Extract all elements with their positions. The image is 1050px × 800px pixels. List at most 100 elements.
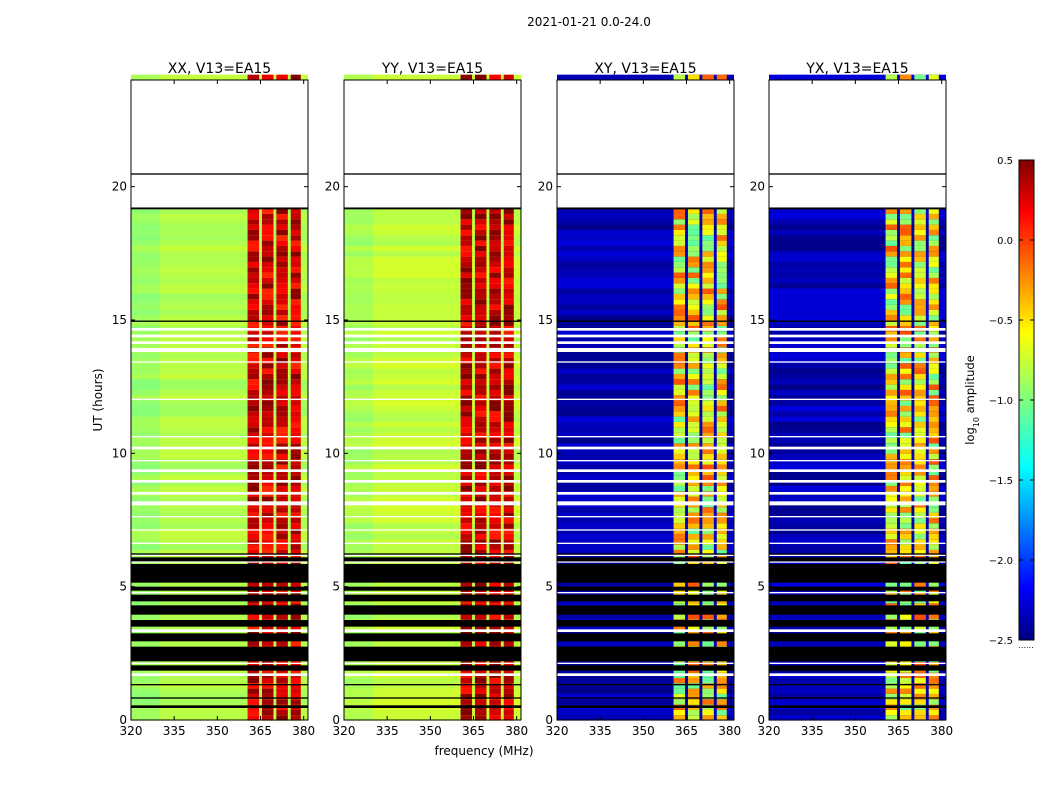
rfi-cell (474, 426, 487, 433)
rfi-cell (460, 544, 473, 550)
rfi-cell (885, 277, 898, 284)
rfi-cell (914, 533, 926, 540)
rfi-cell (702, 538, 714, 545)
rfi-cell (247, 373, 260, 380)
rfi-cell (673, 330, 686, 337)
heat-row (557, 309, 734, 316)
data-gap (769, 348, 946, 352)
heat-row (344, 234, 521, 241)
rfi-cell (899, 330, 912, 337)
rfi-cell (460, 506, 473, 513)
rfi-cell (702, 224, 714, 230)
data-gap-large (769, 80, 946, 208)
heat-row (769, 272, 946, 278)
flagged-band (557, 633, 734, 642)
heat-row (344, 389, 521, 396)
rfi-cell (687, 528, 700, 534)
rfi-cell (899, 261, 912, 268)
rfi-cell (885, 74, 898, 81)
rfi-cell (885, 709, 898, 716)
heat-row (131, 368, 308, 374)
rfi-cell (716, 677, 727, 684)
rfi-cell (899, 464, 912, 470)
rfi-cell (914, 458, 926, 465)
heat-edge (131, 560, 160, 566)
heat-edge (344, 218, 373, 225)
rfi-cell (261, 464, 274, 470)
rfi-cell (261, 480, 274, 486)
rfi-cell (687, 320, 700, 326)
heat-row (769, 378, 946, 385)
rfi-cell (687, 304, 700, 310)
rfi-cell (276, 293, 288, 300)
rfi-cell (503, 229, 514, 236)
rfi-cell (716, 394, 727, 401)
rfi-cell (928, 384, 939, 390)
rfi-cell (899, 693, 912, 700)
heat-row (344, 362, 521, 369)
heat-row (769, 661, 946, 668)
flagged-band (769, 605, 946, 615)
rfi-cell (290, 288, 301, 294)
rfi-cell (247, 714, 260, 721)
rfi-cell (247, 640, 260, 646)
rfi-cell (673, 373, 686, 380)
data-gap (557, 460, 734, 462)
heat-row (769, 698, 946, 705)
rfi-cell (899, 629, 912, 636)
data-gap (344, 662, 521, 664)
rfi-cell (489, 293, 501, 300)
heat-row (557, 581, 734, 588)
rfi-cell (460, 581, 473, 588)
rfi-cell (716, 309, 727, 316)
rfi-cell (247, 336, 260, 342)
rfi-cell (290, 218, 301, 225)
x-tick-label: 380 (930, 724, 953, 738)
rfi-cell (687, 714, 700, 721)
data-gap (131, 554, 308, 556)
rfi-cell (914, 213, 926, 220)
rfi-cell (474, 661, 487, 668)
heat-row (557, 613, 734, 620)
rfi-cell (885, 480, 898, 486)
rfi-cell (460, 368, 473, 374)
heat-row (344, 426, 521, 433)
rfi-cell (899, 74, 912, 81)
heat-row (344, 549, 521, 556)
rfi-cell (899, 357, 912, 364)
heat-row (557, 682, 734, 689)
rfi-cell (276, 624, 288, 630)
rfi-cell (885, 410, 898, 417)
heat-edge (131, 474, 160, 481)
rfi-cell (687, 314, 700, 321)
rfi-cell (503, 352, 514, 358)
rfi-cell (716, 293, 727, 300)
heat-row (557, 245, 734, 252)
rfi-cell (489, 341, 501, 348)
flagged-band (557, 697, 734, 699)
rfi-cell (474, 410, 487, 417)
rfi-cell (687, 517, 700, 524)
rfi-cell (702, 218, 714, 225)
heat-edge (344, 453, 373, 460)
data-gap (769, 554, 946, 556)
rfi-cell (460, 714, 473, 721)
rfi-cell (928, 261, 939, 268)
heat-row (131, 469, 308, 476)
rfi-cell (687, 544, 700, 550)
rfi-cell (474, 293, 487, 300)
heat-row (557, 384, 734, 390)
rfi-cell (489, 453, 501, 460)
rfi-cell (474, 394, 487, 401)
heat-edge (344, 373, 373, 380)
heat-edge (131, 544, 160, 550)
rfi-cell (899, 474, 912, 481)
rfi-cell (247, 426, 260, 433)
heat-row (557, 362, 734, 369)
rfi-cell (247, 544, 260, 550)
heat-row (557, 378, 734, 385)
heat-edge (344, 277, 373, 284)
heat-row (769, 432, 946, 438)
heat-row (557, 517, 734, 524)
rfi-cell (687, 458, 700, 465)
